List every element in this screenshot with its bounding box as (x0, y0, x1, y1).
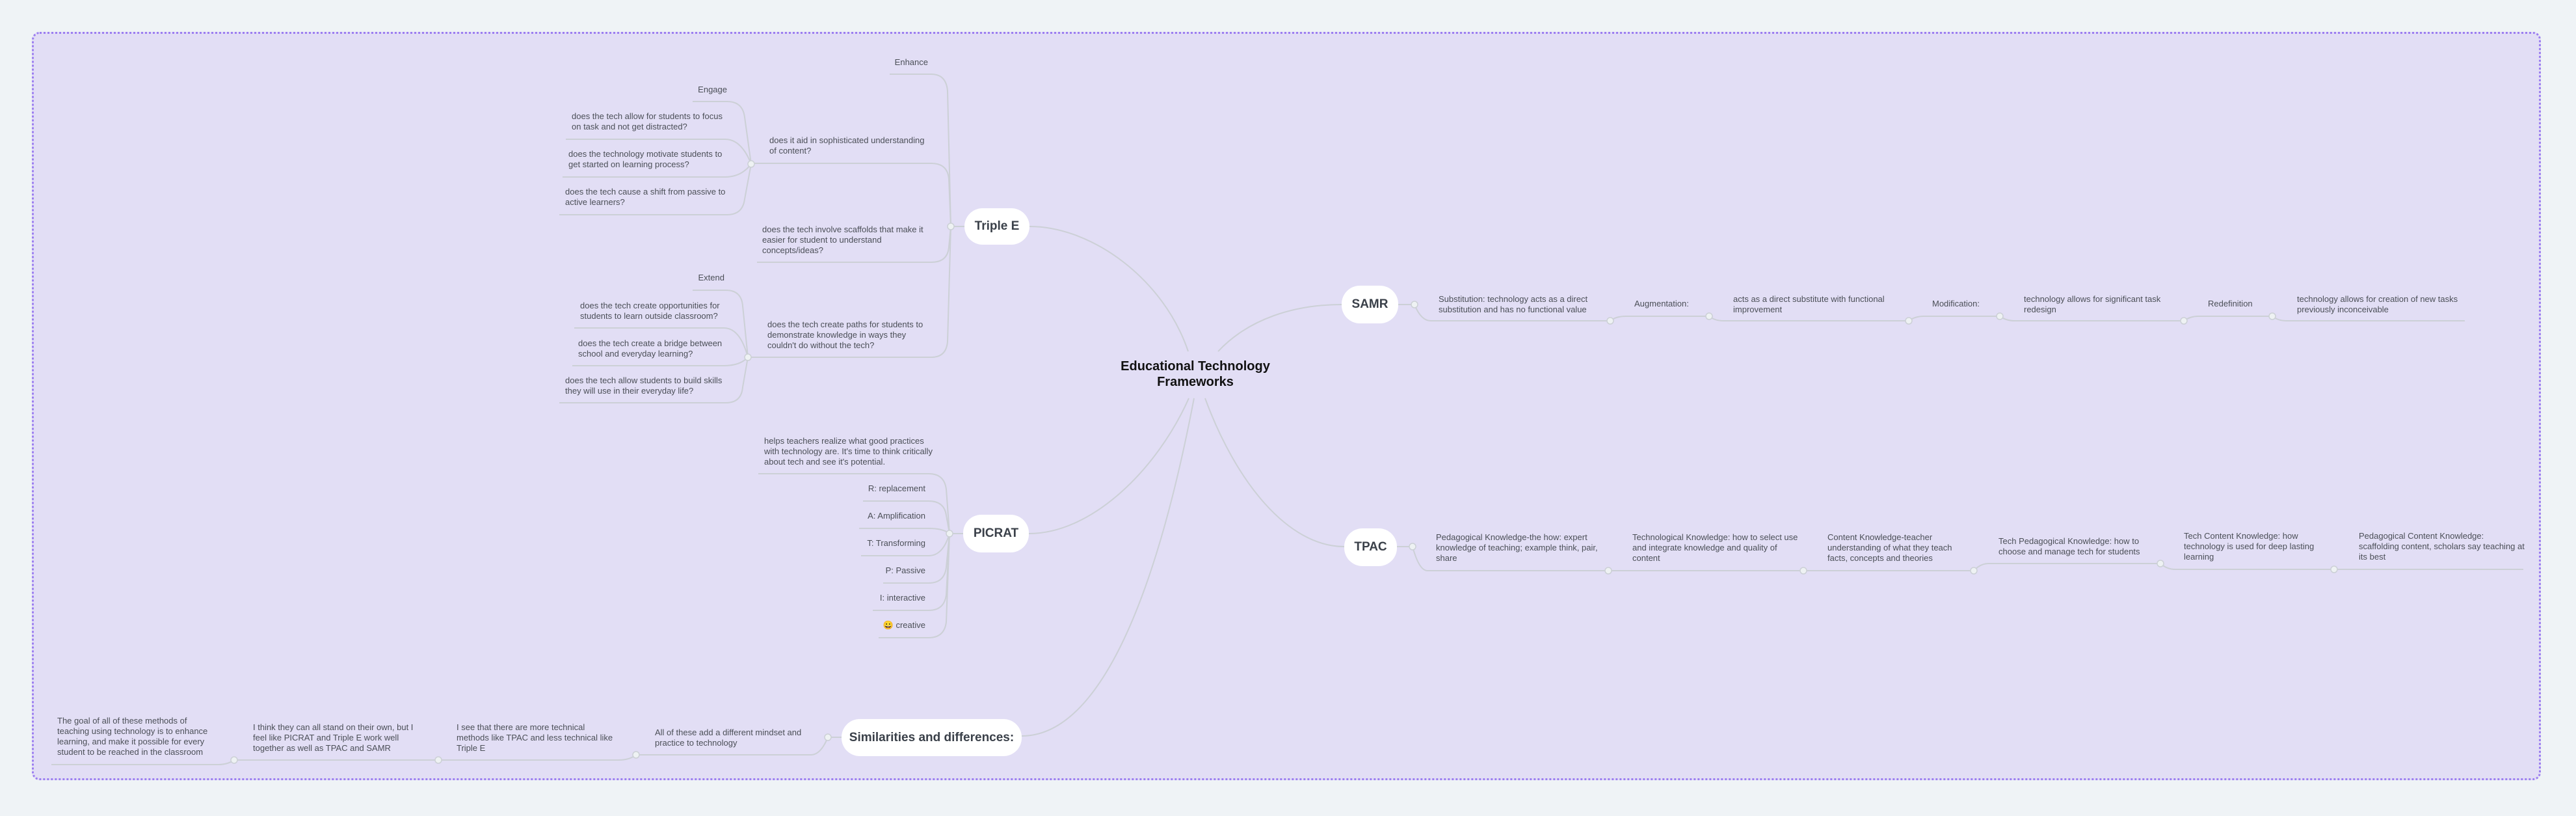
picrat-item[interactable]: T: Transforming (867, 538, 925, 548)
central-topic[interactable]: Educational Technology Frameworks (1121, 359, 1270, 389)
topic-scaffolds[interactable]: does the tech involve scaffolds that mak… (762, 224, 923, 255)
topic-aid-understanding[interactable]: does it aid in sophisticated understandi… (769, 135, 925, 156)
similarities-item[interactable]: I see that there are more technical meth… (457, 722, 613, 753)
node-similarities[interactable]: Similarities and differences: (842, 719, 1022, 756)
engage-item[interactable]: does the tech allow for students to focu… (572, 111, 723, 131)
triple-e-links (559, 74, 964, 403)
samr-item[interactable]: Modification: (1932, 299, 1980, 308)
node-samr[interactable]: SAMR (1342, 286, 1398, 323)
similarities-item[interactable]: I think they can all stand on their own,… (253, 722, 414, 753)
tpac-item[interactable]: Content Knowledge-teacher understanding … (1827, 532, 1952, 563)
engage-item[interactable]: does the technology motivate students to… (568, 149, 723, 169)
mindmap-canvas[interactable] (32, 32, 2541, 780)
samr-item[interactable]: Substitution: technology acts as a direc… (1439, 294, 1588, 314)
samr-item[interactable]: technology allows for creation of new ta… (2297, 294, 2458, 314)
node-triple-e[interactable]: Triple E (964, 208, 1029, 245)
tpac-item[interactable]: Tech Content Knowledge: how technology i… (2184, 531, 2315, 562)
extend-item[interactable]: does the tech create opportunities for s… (580, 301, 720, 321)
topic-extend[interactable]: Extend (698, 273, 724, 282)
tpac-item[interactable]: Pedagogical Content Knowledge: scaffoldi… (2359, 531, 2525, 562)
tpac-item[interactable]: Tech Pedagogical Knowledge: how to choos… (1998, 536, 2140, 556)
picrat-item[interactable]: 😀 creative (883, 620, 925, 630)
similarities-item[interactable]: The goal of all of these methods of teac… (57, 716, 208, 757)
extend-item[interactable]: does the tech allow students to build sk… (565, 375, 723, 396)
similarities-item[interactable]: All of these add a different mindset and… (655, 728, 802, 748)
engage-item[interactable]: does the tech cause a shift from passive… (565, 187, 726, 207)
node-tpac[interactable]: TPAC (1344, 528, 1397, 566)
samr-item[interactable]: acts as a direct substitute with functio… (1733, 294, 1885, 314)
extend-item[interactable]: does the tech create a bridge between sc… (578, 338, 723, 359)
topic-enhance[interactable]: Enhance (894, 57, 928, 67)
picrat-item[interactable]: I: interactive (879, 593, 925, 603)
collapse-toggles (230, 160, 2338, 764)
tpac-item[interactable]: Pedagogical Knowledge-the how: expert kn… (1436, 532, 1598, 563)
central-links (1021, 226, 1345, 737)
samr-item[interactable]: Redefinition (2208, 299, 2253, 308)
topic-demonstrate-knowledge[interactable]: does the tech create paths for students … (767, 320, 923, 350)
picrat-item[interactable]: P: Passive (885, 565, 925, 575)
picrat-item[interactable]: R: replacement (868, 483, 925, 493)
picrat-links (758, 473, 963, 638)
tpac-item[interactable]: Technological Knowledge: how to select u… (1632, 532, 1798, 563)
samr-item[interactable]: technology allows for significant task r… (2024, 294, 2161, 314)
picrat-item[interactable]: A: Amplification (868, 511, 925, 521)
picrat-description[interactable]: helps teachers realize what good practic… (764, 436, 933, 467)
node-picrat[interactable]: PICRAT (963, 515, 1029, 552)
topic-engage[interactable]: Engage (698, 85, 727, 94)
samr-item[interactable]: Augmentation: (1634, 299, 1689, 308)
